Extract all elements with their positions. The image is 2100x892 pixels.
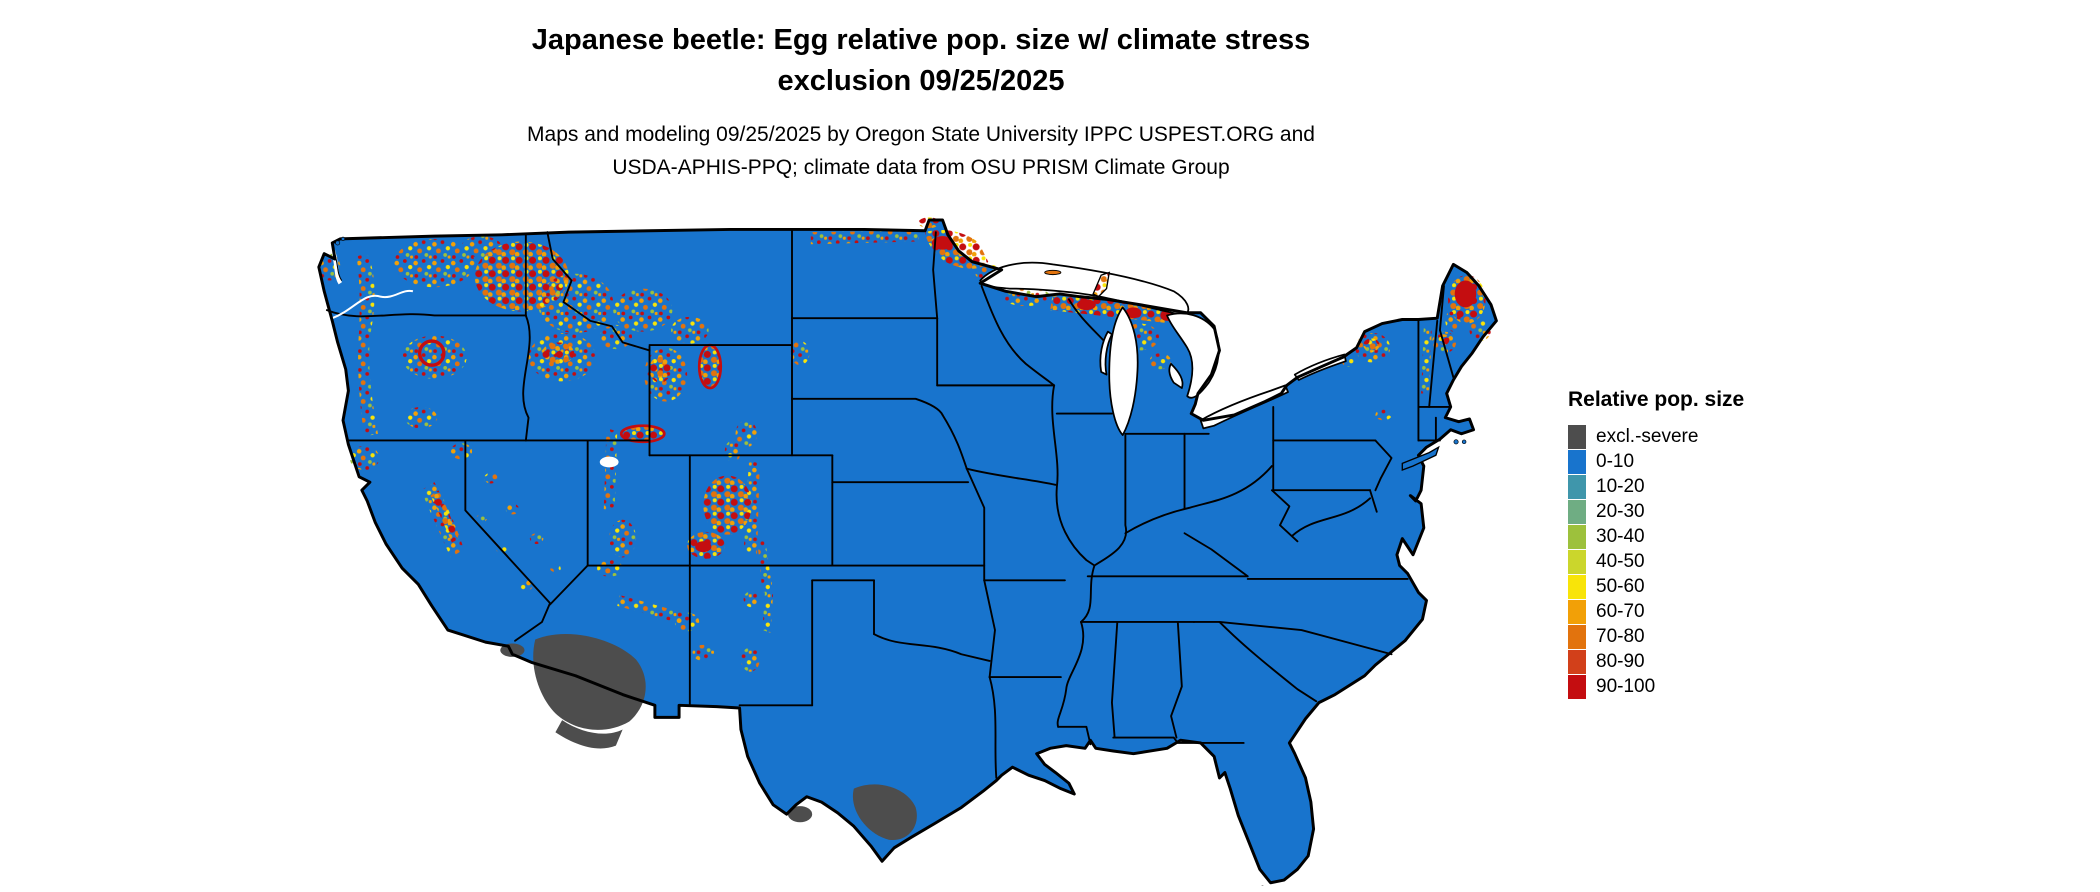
legend-swatch bbox=[1568, 449, 1586, 474]
islands bbox=[335, 236, 1467, 886]
figure-subtitle-line2: USDA-APHIS-PPQ; climate data from OSU PR… bbox=[612, 156, 1230, 179]
legend-item: 10-20 bbox=[1568, 474, 1744, 499]
legend-item-label: 60-70 bbox=[1596, 601, 1645, 622]
exclusion-bigbend bbox=[787, 806, 813, 823]
state-boundaries bbox=[325, 229, 1455, 779]
legend-item-label: 90-100 bbox=[1596, 676, 1656, 697]
legend-swatch bbox=[1568, 524, 1586, 549]
exclusion-sonora-spill bbox=[555, 720, 623, 749]
green-bay bbox=[1099, 330, 1113, 376]
long-island bbox=[1401, 445, 1440, 472]
legend-item: 60-70 bbox=[1568, 599, 1744, 624]
hotspot-overlays bbox=[318, 217, 1492, 672]
legend-swatch bbox=[1568, 499, 1586, 524]
legend-swatch bbox=[1568, 599, 1586, 624]
legend-swatch bbox=[1568, 574, 1586, 599]
land-layer bbox=[318, 220, 1497, 883]
legend-swatch bbox=[1568, 649, 1586, 674]
great-salt-lake bbox=[599, 456, 619, 468]
legend-item-label: excl.-severe bbox=[1596, 426, 1699, 447]
legend-item: 20-30 bbox=[1568, 499, 1744, 524]
legend-swatch bbox=[1568, 474, 1586, 499]
conus-outline bbox=[317, 218, 1498, 885]
figure-subtitle-line1: Maps and modeling 09/25/2025 by Oregon S… bbox=[527, 123, 1315, 146]
figure-subtitle: Maps and modeling 09/25/2025 by Oregon S… bbox=[527, 118, 1315, 184]
legend-item-label: 0-10 bbox=[1596, 451, 1635, 472]
legend-item: excl.-severe bbox=[1568, 424, 1744, 449]
legend-item: 70-80 bbox=[1568, 624, 1744, 649]
legend-item-label: 70-80 bbox=[1596, 626, 1645, 647]
legend-item: 90-100 bbox=[1568, 674, 1744, 699]
legend-item: 50-60 bbox=[1568, 574, 1744, 599]
figure-title-line1: Japanese beetle: Egg relative pop. size … bbox=[531, 24, 1311, 56]
legend-swatch bbox=[1568, 624, 1586, 649]
legend-item-label: 40-50 bbox=[1596, 551, 1645, 572]
legend-item: 0-10 bbox=[1568, 449, 1744, 474]
us-map bbox=[300, 202, 1530, 886]
legend-item: 40-50 bbox=[1568, 549, 1744, 574]
legend: Relative pop. size excl.-severe 0-10 10-… bbox=[1568, 388, 1744, 699]
isle-royale bbox=[1044, 269, 1062, 276]
figure-title-line2: exclusion 09/25/2025 bbox=[777, 65, 1065, 97]
legend-item: 30-40 bbox=[1568, 524, 1744, 549]
legend-title: Relative pop. size bbox=[1568, 388, 1745, 411]
columbia-river bbox=[331, 289, 414, 320]
us-map-svg bbox=[317, 217, 1498, 886]
figure-title: Japanese beetle: Egg relative pop. size … bbox=[532, 20, 1311, 102]
legend-item: 80-90 bbox=[1568, 649, 1744, 674]
legend-swatch bbox=[1568, 549, 1586, 574]
legend-swatch bbox=[1568, 674, 1586, 699]
legend-item-label: 80-90 bbox=[1596, 651, 1645, 672]
legend-item-label: 50-60 bbox=[1596, 576, 1645, 597]
conus-land bbox=[318, 220, 1497, 883]
legend-item-label: 30-40 bbox=[1596, 526, 1645, 547]
keweenaw-peninsula bbox=[1092, 271, 1111, 298]
legend-item-label: 20-30 bbox=[1596, 501, 1645, 522]
legend-swatch bbox=[1568, 424, 1586, 449]
legend-item-label: 10-20 bbox=[1596, 476, 1645, 497]
lake-michigan bbox=[1108, 306, 1139, 436]
saginaw-bay bbox=[1168, 362, 1184, 389]
exclusion-south-texas bbox=[852, 784, 917, 841]
